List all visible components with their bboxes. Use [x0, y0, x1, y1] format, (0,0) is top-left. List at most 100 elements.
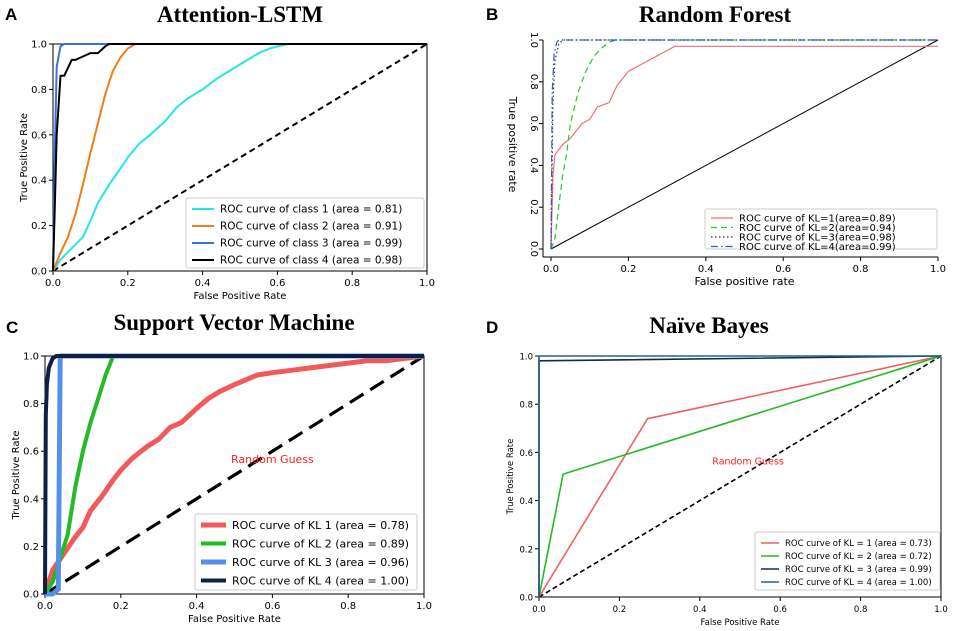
y-tick-label: 0.4	[23, 494, 39, 505]
series-line-1	[550, 45, 938, 250]
legend: ROC curve of KL = 1 (area = 0.73) ROC cur…	[754, 531, 941, 591]
legend-box	[194, 513, 418, 591]
legend-entry-3: ROC curve of class 3 (area = 0.99)	[220, 238, 402, 250]
y-tick-label: 1.0	[23, 352, 39, 363]
legend-entry-2: ROC curve of KL=2(area=0.94)	[739, 223, 896, 234]
legend-entry-1: ROC curve of class 1 (area = 0.81)	[220, 204, 402, 216]
y-tick-label: 0.8	[23, 399, 39, 410]
x-tick-label: 0.4	[189, 601, 205, 612]
panel-letter: C	[6, 318, 18, 337]
x-tick-label: 1.0	[934, 605, 948, 615]
x-tick-label: 0.8	[854, 605, 868, 615]
chart-title: Attention-LSTM	[157, 2, 323, 27]
series-line-4	[550, 39, 938, 250]
y-axis-label: True positive rate	[506, 96, 519, 193]
panel-c: C Support Vector Machine 0.0 0.2 0.4 0.6 0.8 1.…	[6, 310, 432, 625]
y-tick-label: 0.6	[31, 130, 47, 141]
x-tick-label: 0.0	[532, 605, 546, 615]
y-tick-label: 0.0	[519, 594, 533, 604]
x-tick-label: 0.6	[264, 601, 280, 612]
random-guess-annotation: Random Guess	[231, 453, 314, 466]
legend-entry-4: ROC curve of KL = 4 (area = 1.00)	[785, 578, 932, 588]
x-tick-label: 0.2	[113, 601, 129, 612]
legend-entry-1: ROC curve of KL=1(area=0.89)	[739, 214, 896, 225]
x-tick-label: 0.0	[45, 278, 61, 289]
x-axis-label: False Positive Rate	[701, 618, 780, 628]
legend-box	[754, 531, 941, 591]
y-tick-label: 0.0	[23, 590, 39, 601]
y-tick-label: 0.4	[528, 157, 539, 173]
y-tick-label: 1.0	[528, 32, 539, 48]
legend-entry-3: ROC curve of KL = 3 (area = 0.99)	[785, 565, 932, 575]
y-tick-label: 1.0	[519, 353, 533, 363]
legend: ROC curve of KL=1(area=0.89)ROC curve of…	[704, 208, 938, 253]
legend-entry-1: ROC curve of KL = 1 (area = 0.73)	[785, 539, 932, 549]
y-tick-label: 0.2	[23, 542, 39, 553]
x-tick-label: 0.8	[340, 601, 356, 612]
y-tick-label: 0.2	[528, 199, 539, 215]
random-guess-diagonal	[550, 39, 939, 250]
legend-entry-2: ROC curve of class 2 (area = 0.91)	[220, 221, 402, 233]
x-tick-label: 0.6	[773, 605, 787, 615]
y-axis-label: True Positive Rate	[506, 439, 516, 516]
x-tick-label: 1.0	[930, 264, 946, 275]
series-line-3	[550, 39, 938, 250]
legend-entry-4: ROC curve of KL 4 (area = 1.00)	[232, 574, 409, 587]
y-axis-label: True Positive Rate	[19, 113, 30, 203]
panel-b: B Random Forest 0.0 0.2 0.4 0.6 0.8 1.0 0.0 0.2 0.…	[486, 2, 946, 288]
series-line-2	[538, 355, 942, 598]
panels-layer: A Attention-LSTM 0.0 0.2 0.4 0.6 0.8 1.0 0.0 0.2 0…	[5, 2, 948, 628]
x-tick-label: 0.2	[120, 278, 136, 289]
x-tick-label: 0.2	[613, 605, 627, 615]
panel-letter: D	[486, 318, 498, 337]
x-tick-label: 0.8	[344, 278, 360, 289]
x-tick-label: 0.8	[853, 264, 869, 275]
y-tick-label: 1.0	[31, 40, 47, 51]
x-axis-label: False Positive Rate	[194, 291, 287, 302]
random-guess-diagonal	[538, 355, 942, 598]
y-tick-label: 0.6	[528, 116, 539, 132]
series-line-4	[52, 43, 427, 272]
x-tick-label: 1.0	[416, 601, 432, 612]
chart-title: Naïve Bayes	[649, 313, 769, 338]
legend: ROC curve of class 1 (area = 0.81) ROC cu…	[185, 197, 425, 269]
legend: ROC curve of KL 1 (area = 0.78) ROC curve…	[194, 513, 418, 591]
y-tick-label: 0.6	[23, 447, 39, 458]
random-guess-annotation: Random Guess	[712, 456, 784, 467]
y-tick-label: 0.0	[31, 267, 47, 278]
y-tick-label: 0.8	[31, 85, 47, 96]
series-line-1	[42, 353, 425, 595]
y-tick-label: 0.2	[31, 221, 47, 232]
series-line-2	[550, 39, 938, 250]
legend-entry-4: ROC curve of KL=4(area=0.99)	[739, 242, 896, 253]
legend-entry-2: ROC curve of KL 2 (area = 0.89)	[232, 537, 409, 550]
series-line-3	[52, 43, 427, 272]
random-guess-diagonal	[52, 43, 428, 272]
x-axis-label: False positive rate	[694, 275, 794, 288]
y-tick-label: 0.4	[31, 176, 47, 187]
y-tick-label: 0.2	[519, 545, 533, 555]
x-tick-label: 0.0	[543, 264, 559, 275]
legend-box	[704, 208, 938, 250]
panel-d: D Naïve Bayes 0.0 0.2 0.4 0.6 0.8 1.0 0.0 0.2 0.4 0…	[486, 313, 948, 628]
y-tick-label: 0.4	[519, 497, 533, 507]
panel-a: A Attention-LSTM 0.0 0.2 0.4 0.6 0.8 1.0 0.0 0.2 0…	[5, 2, 435, 302]
series-line-4	[43, 354, 424, 595]
legend-entry-3: ROC curve of KL 3 (area = 0.96)	[232, 556, 409, 569]
legend-entry-1: ROC curve of KL 1 (area = 0.78)	[232, 519, 409, 532]
x-tick-label: 0.6	[269, 278, 285, 289]
series-line-1	[52, 43, 427, 272]
x-tick-label: 0.4	[693, 605, 707, 615]
panel-letter: B	[486, 5, 498, 24]
legend-box	[185, 197, 425, 269]
chart-title: Random Forest	[639, 2, 792, 27]
x-tick-label: 0.6	[775, 264, 791, 275]
x-tick-label: 0.4	[195, 278, 211, 289]
series-line-2	[52, 43, 427, 272]
series-line-4	[538, 355, 941, 597]
y-tick-label: 0.8	[519, 401, 533, 411]
series-line-1	[538, 355, 942, 598]
y-tick-label: 0.8	[528, 74, 539, 90]
